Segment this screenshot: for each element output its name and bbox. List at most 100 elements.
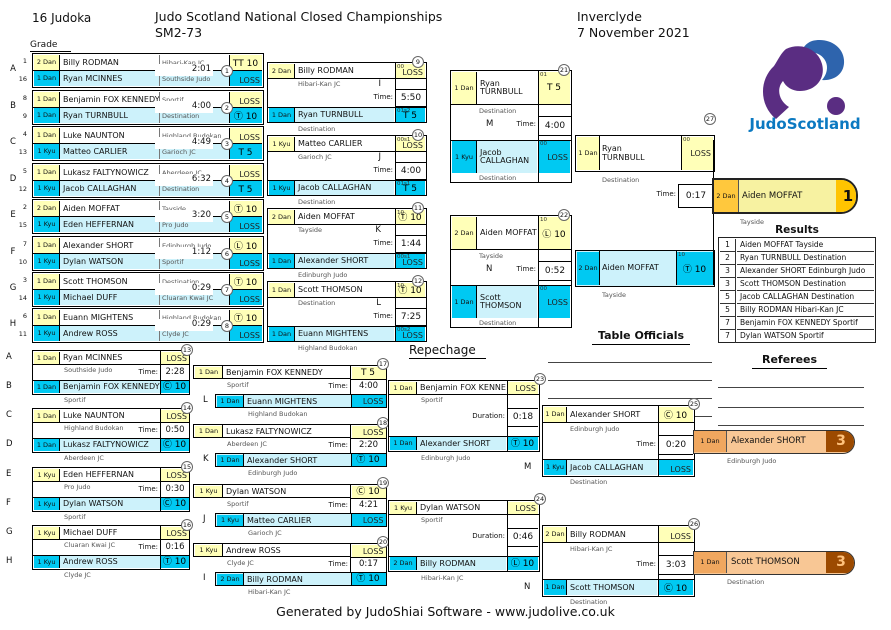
row-divider — [543, 579, 694, 580]
player-club: Tayside — [162, 205, 187, 213]
match-number-badge: 11 — [412, 202, 424, 214]
player-result: LOSS — [161, 469, 189, 481]
pool-letter: H — [9, 319, 17, 329]
player-name: Aiden MOFFAT — [477, 217, 537, 249]
slot-letter: J — [203, 514, 206, 524]
grade-divider — [59, 352, 60, 364]
player-club: Hibari-Kan JC — [421, 574, 464, 582]
player-name: Billy RODMAN — [417, 557, 506, 570]
player-result: Ⓣ 10 — [230, 201, 262, 216]
result-rank: 7 — [720, 317, 736, 330]
player-result-text: LOSS — [362, 427, 384, 437]
seed-number: 3 — [22, 276, 27, 284]
player-name: Billy RODMAN — [60, 55, 159, 70]
strip-divider — [351, 498, 386, 499]
officials-line[interactable] — [548, 380, 712, 381]
player-club: Sportif — [227, 381, 249, 389]
grade-divider — [416, 437, 417, 450]
match-number-badge: 1 — [221, 64, 233, 77]
player-grade: 1 Kyu — [34, 217, 59, 232]
referee-line[interactable] — [718, 425, 864, 426]
player-grade: 1 Kyu — [452, 141, 476, 173]
player-grade: 1 Kyu — [269, 137, 294, 151]
player-result: LOSS — [230, 92, 262, 107]
seed-number: 1 — [22, 57, 27, 65]
player-grade: 2 Dan — [34, 201, 59, 216]
player-club: Clyde JC — [162, 330, 189, 338]
player-result: LOSS — [351, 544, 386, 557]
slot-letter: K — [375, 225, 381, 235]
row-divider — [389, 556, 539, 557]
time-label: Time: — [373, 93, 394, 101]
strip-divider — [351, 512, 386, 514]
grade-divider — [243, 514, 244, 526]
player-result-tag: 00s1 — [397, 254, 411, 260]
result-divider — [507, 381, 508, 451]
result-divider — [395, 136, 396, 195]
player-club: Sportif — [162, 96, 184, 104]
time-label: Time: — [636, 440, 657, 448]
player-name: Ryan TURNBULL — [477, 72, 537, 104]
player-result-text: LOSS — [239, 222, 260, 231]
player-result: Ⓣ 10 — [508, 437, 538, 450]
time-label: Duration: — [472, 412, 505, 420]
player-result: LOSS — [659, 527, 693, 542]
officials-line[interactable] — [548, 362, 712, 363]
time-cell: 0:52 — [539, 261, 571, 281]
player-club: Garioch JC — [162, 148, 196, 156]
slot-letter: A — [6, 352, 12, 362]
match-number-badge: 27 — [704, 113, 716, 125]
player-name: Michael DUFF — [60, 527, 160, 539]
event-date: 7 November 2021 — [577, 25, 690, 40]
player-result: 00 LOSS — [539, 286, 570, 318]
player-club: Hibari-Kan JC — [248, 588, 291, 596]
player-result-tag: 10 — [678, 252, 685, 258]
match-number-badge: 7 — [221, 283, 233, 296]
player-result-text: LOSS — [166, 529, 187, 538]
result-rank: 3 — [720, 265, 736, 278]
player-result-text: Ⓣ 10 — [682, 265, 707, 275]
player-result-text: Ⓣ 10 — [233, 278, 258, 288]
slot-letter: G — [6, 527, 13, 537]
player-grade: 1 Kyu — [195, 485, 222, 497]
row-divider — [389, 436, 539, 437]
player-grade: 1 Dan — [390, 382, 416, 394]
seed-number: 5 — [22, 167, 27, 175]
player-result-text: T 5 — [238, 148, 253, 158]
player-result-text: LOSS — [402, 141, 423, 150]
player-club: Destination — [570, 598, 608, 606]
player-result: Ⓒ 10 — [659, 580, 693, 595]
result-divider — [676, 251, 677, 285]
player-grade: 2 Dan — [577, 252, 599, 285]
officials-line[interactable] — [548, 398, 712, 399]
time-label: Time: — [138, 426, 159, 434]
player-grade: 1 Kyu — [34, 326, 59, 341]
player-name: Jacob CALLAGHAN — [295, 181, 394, 195]
row-divider — [33, 70, 262, 71]
player-result: Ⓒ 10 — [161, 381, 189, 393]
player-name: Alexander SHORT — [60, 238, 159, 253]
referee-line[interactable] — [718, 387, 864, 388]
player-name: Matteo CARLIER — [295, 137, 394, 151]
player-club: Garioch JC — [248, 529, 282, 537]
player-result-text: LOSS — [239, 259, 260, 268]
player-result-text: Ⓣ 10 — [233, 314, 258, 324]
player-result-text: LOSS — [362, 396, 384, 406]
time-cell: 0:50 — [165, 425, 185, 435]
row-divider — [33, 438, 189, 439]
player-result: 01 T 5 — [539, 72, 570, 104]
player-result-tag: 00 — [683, 137, 690, 143]
slot-letter: H — [6, 556, 13, 566]
player-result-tag: 10 — [397, 210, 404, 216]
player-result: 10 Ⓛ 10 — [539, 217, 570, 249]
row-divider — [268, 224, 426, 225]
player-grade: 1 Dan — [269, 327, 294, 341]
match-number-badge: 3 — [221, 137, 233, 150]
player-result-tag: 00 — [540, 141, 547, 147]
player-result: LOSS — [230, 128, 262, 143]
player-name: Dylan WATSON — [223, 485, 349, 497]
player-name: Andrew ROSS — [223, 544, 349, 556]
player-club: Sportif — [64, 396, 86, 404]
player-name: Euann MIGHTENS — [60, 310, 159, 325]
referee-line[interactable] — [718, 407, 864, 408]
